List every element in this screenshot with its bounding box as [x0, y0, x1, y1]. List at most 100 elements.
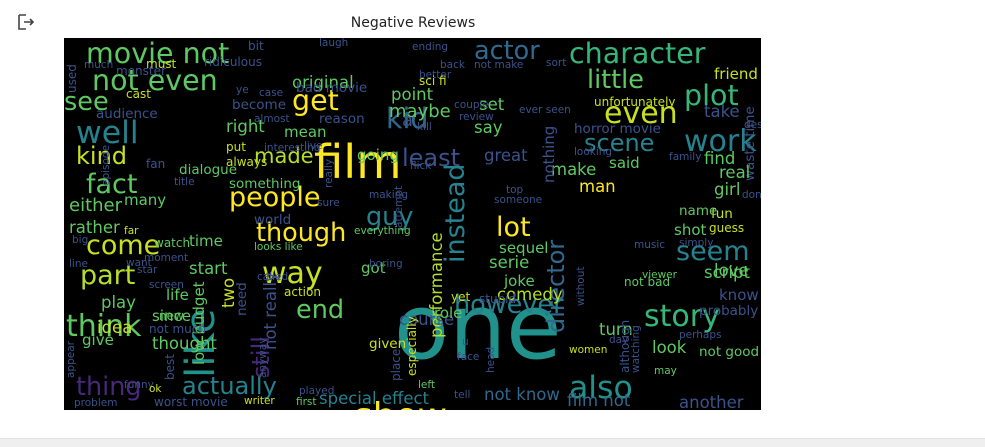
word-cloud-svg: onefilmlikeshowalsocharactermovie notnot…: [64, 38, 761, 410]
word-need: need: [234, 282, 250, 316]
word-though: though: [256, 218, 346, 248]
word-head: head: [485, 347, 497, 373]
word-play: play: [101, 293, 136, 312]
word-story: story: [644, 299, 720, 334]
word-little: little: [587, 65, 644, 95]
word-name: name: [679, 203, 717, 219]
word-shot: shot: [674, 221, 706, 239]
word-like: like: [176, 309, 224, 378]
scroll-region: [0, 438, 985, 447]
word-star: star: [137, 264, 158, 276]
word-original: original: [292, 73, 354, 92]
word-idea: idea: [97, 318, 132, 337]
word-case: case: [259, 87, 283, 99]
word-writer: writer: [244, 395, 275, 407]
word-dialogue: dialogue: [179, 162, 237, 178]
word-role: role: [434, 304, 462, 322]
word-well: well: [76, 115, 139, 151]
word-face: face: [457, 351, 479, 363]
word-guess: guess: [709, 221, 744, 235]
word-left: left: [418, 379, 435, 391]
word-part: part: [80, 260, 135, 291]
word-life: life: [166, 286, 189, 304]
word-not-much: not much: [149, 322, 206, 336]
word-worst-movie: worst movie: [154, 395, 228, 409]
word-guy: guy: [366, 202, 413, 232]
word-even: even: [604, 96, 678, 131]
word-end: end: [296, 295, 344, 325]
word-kid: kid: [386, 102, 429, 135]
word-better: better: [419, 69, 452, 81]
word-tell: tell: [454, 389, 470, 401]
word-set: set: [479, 95, 505, 114]
word-ok: ok: [149, 383, 162, 395]
word-not-bad: not bad: [624, 275, 670, 289]
chart-title: Negative Reviews: [350, 15, 476, 31]
word-fun: fun: [711, 206, 733, 222]
output-arrow-icon[interactable]: [16, 12, 36, 32]
word-stupid: stupid: [479, 292, 516, 306]
word-played: played: [299, 385, 334, 397]
word-joke: joke: [503, 272, 535, 290]
word-serie: serie: [489, 253, 529, 272]
word-perhaps: perhaps: [679, 329, 721, 341]
word-sci-fi: sci fi: [419, 74, 447, 88]
word-rather: rather: [69, 218, 120, 237]
word-made: made: [254, 144, 314, 168]
word-anyway: anyway: [257, 337, 269, 378]
word-live: live: [304, 140, 323, 152]
word-lot: lot: [496, 212, 531, 243]
word-work: work: [684, 124, 757, 159]
word-also: also: [569, 370, 633, 406]
word-appear: appear: [65, 340, 77, 378]
word-probably: probably: [699, 303, 758, 319]
word-film: film: [314, 135, 402, 189]
word-everything: everything: [354, 225, 411, 237]
word-one: one: [394, 275, 561, 380]
word-yet: yet: [451, 290, 470, 304]
word-audience: audience: [96, 106, 158, 122]
word-course: course: [399, 310, 454, 329]
word-least: least: [402, 144, 460, 172]
word-turn: turn: [599, 320, 633, 339]
word-top: top: [506, 184, 524, 196]
word-funny: funny: [124, 379, 154, 391]
word-â: â: [402, 110, 413, 131]
word-used: used: [65, 64, 79, 93]
word-world: world: [254, 212, 291, 228]
word-although: although: [618, 320, 632, 373]
word-without: without: [575, 267, 587, 306]
word-character: character: [569, 38, 706, 70]
word-actually: actually: [182, 372, 277, 400]
word-thought: thought: [152, 334, 217, 353]
word-instead: instead: [440, 163, 471, 263]
word-simply: simply: [679, 237, 713, 249]
word-get: get: [292, 84, 339, 117]
word-thing: thing: [76, 372, 142, 402]
word-start: start: [189, 259, 228, 278]
word-women: women: [569, 344, 607, 356]
word-kind: kind: [76, 142, 127, 170]
word-director: director: [542, 240, 570, 333]
word-ever-seen: ever seen: [519, 104, 571, 116]
word-not-make: not make: [474, 59, 523, 71]
word-screen: screen: [149, 279, 184, 291]
word-actor: actor: [474, 38, 540, 66]
word-looks-like: looks like: [254, 241, 303, 253]
word-scene: scene: [584, 129, 654, 157]
word-waste-time: waste time: [742, 106, 758, 181]
word-place: place: [389, 349, 403, 381]
word-monster: monster: [116, 64, 166, 78]
word-two: two: [219, 278, 238, 308]
word-watch: watch: [154, 236, 190, 250]
word-mean: mean: [284, 123, 327, 141]
word-reason: reason: [319, 111, 365, 127]
word-say: say: [474, 118, 503, 137]
word-almost: almost: [254, 113, 290, 125]
word-flick: flick: [410, 160, 432, 172]
word-problem: problem: [74, 397, 117, 409]
word-take: take: [704, 102, 740, 121]
word-much: much: [84, 59, 113, 71]
word-sequel: sequel: [499, 239, 548, 257]
word-horror-movie: horror movie: [574, 121, 661, 137]
